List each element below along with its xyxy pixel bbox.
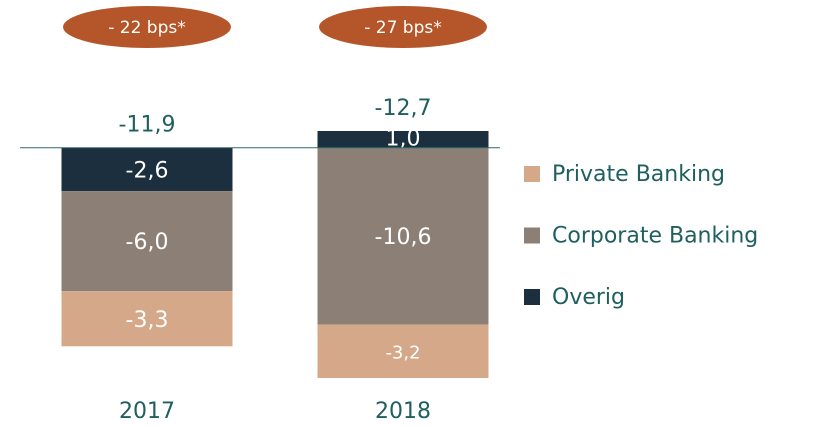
total-label: -12,7 (375, 96, 432, 121)
legend-swatch (524, 227, 540, 244)
annotation: - 22 bps* (108, 18, 186, 38)
legend-label: Private Banking (552, 162, 725, 187)
legend-label: Overig (552, 285, 625, 310)
segment-label: -2,6 (126, 158, 169, 183)
segment-label: 1,0 (386, 126, 421, 151)
bar-segment (317, 131, 489, 148)
bar-segment (61, 191, 233, 292)
bar-segment (61, 147, 233, 192)
legend-label: Corporate Banking (552, 224, 758, 249)
bar-segment (317, 147, 489, 325)
x-tick-label: 2018 (375, 399, 431, 424)
segment-label: -6,0 (126, 230, 169, 255)
annotation-bubble (63, 6, 231, 48)
segment-label: -3,2 (385, 342, 420, 363)
bar-segment (61, 291, 233, 347)
x-tick-label: 2017 (119, 399, 175, 424)
legend-swatch (524, 166, 540, 182)
bar-segment (317, 324, 489, 378)
annotation: - 27 bps* (364, 18, 442, 38)
legend-swatch (524, 289, 540, 305)
annotation-bubble (319, 6, 487, 48)
segment-label: -3,3 (126, 308, 169, 333)
total-label: -11,9 (119, 113, 176, 138)
segment-label: -10,6 (375, 225, 432, 250)
